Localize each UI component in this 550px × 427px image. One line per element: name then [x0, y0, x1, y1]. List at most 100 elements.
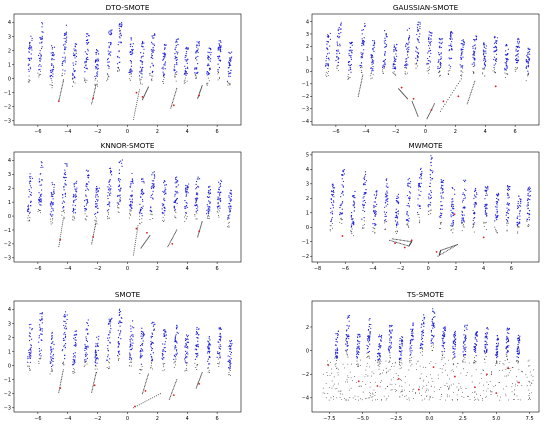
majority-point [229, 356, 231, 358]
majority-point [418, 36, 420, 38]
majority-point [416, 33, 418, 36]
majority-point [50, 356, 52, 358]
synthetic-point [175, 73, 177, 75]
majority-point [217, 57, 219, 59]
majority-point [418, 205, 420, 207]
majority-point [496, 219, 498, 221]
majority-point [130, 60, 133, 63]
majority-point [362, 209, 364, 212]
majority-point [375, 196, 377, 198]
majority-point [198, 328, 200, 330]
synthetic-point [137, 95, 139, 97]
majority-point [485, 204, 488, 206]
majority-point [351, 222, 353, 224]
synthetic-point [528, 365, 530, 367]
majority-point [387, 200, 389, 202]
majority-point [207, 213, 210, 215]
synthetic-point [96, 83, 98, 85]
synthetic-point [108, 362, 110, 364]
majority-point [138, 75, 141, 77]
synthetic-point [359, 88, 361, 90]
majority-point [209, 68, 211, 70]
synthetic-point [117, 358, 119, 360]
majority-point [218, 341, 220, 344]
synthetic-point [207, 371, 209, 373]
synthetic-point [107, 218, 109, 220]
majority-point [429, 32, 431, 34]
majority-point [131, 181, 134, 183]
majority-point [442, 181, 444, 183]
majority-point [40, 198, 42, 200]
synthetic-point [335, 359, 337, 361]
majority-point [495, 57, 497, 60]
majority-point [326, 57, 328, 60]
x-tick-label: 4 [186, 129, 189, 135]
majority-point [163, 64, 165, 66]
synthetic-point [142, 97, 144, 99]
synthetic-point [135, 104, 138, 106]
majority-point [450, 37, 452, 39]
majority-point [151, 356, 153, 358]
synthetic-point [440, 228, 442, 230]
synthetic-point [185, 369, 187, 371]
majority-point [175, 358, 177, 360]
synthetic-point [440, 249, 442, 251]
synthetic-point [382, 71, 384, 73]
majority-point [210, 54, 212, 56]
synthetic-point [426, 395, 427, 397]
majority-point [142, 334, 144, 336]
minority-point [457, 95, 460, 98]
synthetic-point [197, 234, 199, 236]
majority-point [106, 204, 109, 206]
majority-point [131, 195, 133, 197]
majority-point [462, 193, 464, 196]
majority-point [141, 337, 143, 340]
synthetic-point [472, 391, 474, 393]
synthetic-point [117, 70, 119, 72]
y-tick-label: −2 [4, 242, 11, 248]
synthetic-point [417, 115, 419, 117]
majority-point [51, 342, 53, 344]
synthetic-point [71, 85, 73, 87]
synthetic-point [418, 222, 420, 224]
synthetic-point [426, 375, 428, 377]
synthetic-point [485, 395, 487, 397]
synthetic-point [91, 243, 93, 245]
majority-point [350, 215, 352, 217]
majority-point [31, 329, 33, 331]
majority-point [186, 190, 188, 193]
synthetic-point [471, 375, 473, 377]
majority-point [164, 189, 166, 191]
majority-point [431, 178, 433, 180]
majority-point [228, 359, 230, 361]
majority-point [72, 210, 74, 212]
majority-point [49, 204, 52, 206]
majority-point [528, 219, 530, 221]
majority-point [429, 174, 431, 176]
majority-point [516, 41, 519, 43]
majority-point [50, 347, 52, 349]
majority-point [151, 321, 154, 324]
majority-point [62, 207, 64, 209]
majority-point [63, 315, 65, 317]
majority-point [230, 190, 232, 192]
majority-point [405, 63, 407, 65]
majority-point [41, 178, 43, 181]
majority-point [29, 41, 31, 44]
majority-point [386, 178, 388, 180]
majority-point [218, 66, 221, 69]
synthetic-point [358, 92, 360, 94]
majority-point [358, 345, 360, 347]
majority-point [51, 202, 53, 204]
synthetic-point [52, 370, 54, 372]
majority-point [53, 189, 55, 191]
majority-point [40, 38, 42, 40]
majority-point [350, 49, 352, 51]
synthetic-point [137, 227, 139, 229]
majority-point [207, 71, 209, 74]
x-tick-label: 6 [216, 416, 219, 422]
majority-point [49, 361, 51, 363]
majority-point [330, 207, 332, 209]
synthetic-point [414, 63, 416, 65]
majority-point [184, 56, 186, 58]
